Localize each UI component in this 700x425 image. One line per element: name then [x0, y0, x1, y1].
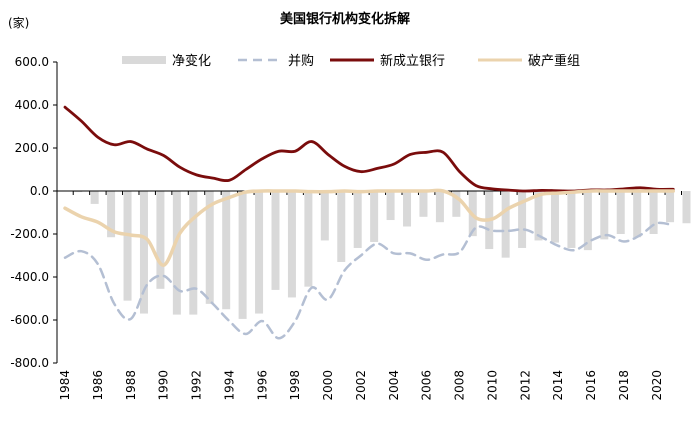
x-tick-label: 2018: [617, 370, 631, 401]
x-tick-label: 1990: [157, 370, 171, 401]
bar-net-change: [534, 191, 543, 241]
legend: 净变化 并购 新成立银行 破产重组: [122, 53, 580, 69]
bar-net-change: [633, 191, 642, 238]
y-axis-unit: (家): [8, 15, 29, 30]
bar-net-change: [403, 191, 412, 227]
y-tick-label: 0.0: [30, 184, 49, 198]
series-line-1: [63, 221, 675, 340]
bar-net-change: [90, 191, 99, 204]
x-tick-label: 1988: [124, 370, 138, 401]
x-tick-label: 1992: [190, 370, 204, 401]
x-tick-label: 2010: [485, 370, 499, 401]
x-tick-label: 1996: [255, 370, 269, 401]
bar-net-change: [386, 191, 395, 221]
bar-net-change: [583, 191, 592, 251]
bar-net-change: [567, 191, 576, 248]
legend-label: 并购: [288, 53, 314, 69]
bar-net-change: [518, 191, 527, 248]
x-tick-label: 2004: [387, 370, 401, 401]
bar-net-change: [320, 191, 329, 241]
bar-net-change: [123, 191, 132, 301]
y-tick-label: 400.0: [15, 98, 49, 112]
x-tick-label: 1998: [288, 370, 302, 401]
series-line-2: [63, 105, 675, 193]
x-tick-label: 2002: [354, 370, 368, 401]
bar-net-change: [271, 191, 280, 290]
x-tick-label: 2008: [453, 370, 467, 401]
y-tick-label: 600.0: [15, 55, 49, 69]
bar-net-change: [156, 191, 165, 289]
bar-net-change: [550, 191, 559, 243]
bar-net-change: [222, 191, 231, 310]
x-tick-label: 2000: [321, 370, 335, 401]
x-tick-label: 2020: [650, 370, 664, 401]
bar-net-change: [682, 191, 691, 224]
x-tick-label: 1994: [222, 370, 236, 401]
y-tick-label: -200.0: [10, 227, 49, 241]
bar-net-change: [205, 191, 214, 304]
bar-net-change: [501, 191, 510, 258]
x-tick-label: 2014: [551, 370, 565, 401]
bar-net-change: [139, 191, 148, 314]
bar-net-change: [616, 191, 625, 234]
legend-item: 新成立银行: [330, 53, 445, 69]
bar-net-change: [419, 191, 428, 217]
series-line-3: [63, 188, 676, 267]
bar-net-change: [238, 191, 247, 319]
legend-item: 并购: [238, 53, 314, 69]
bar-net-change: [370, 191, 379, 242]
y-tick-label: -600.0: [10, 313, 49, 327]
x-tick-label: 2016: [584, 370, 598, 401]
bar-net-change: [649, 191, 658, 234]
legend-label: 净变化: [172, 53, 211, 69]
legend-label: 新成立银行: [380, 53, 445, 69]
legend-label: 破产重组: [528, 53, 580, 69]
bar-net-change: [74, 191, 83, 193]
bar-net-change: [353, 191, 362, 248]
legend-item: 破产重组: [478, 53, 580, 69]
x-tick-label: 2006: [420, 370, 434, 401]
y-tick-label: 200.0: [15, 141, 49, 155]
bar-net-change: [600, 191, 609, 240]
lines: [63, 105, 676, 340]
chart-title: 美国银行机构变化拆解: [280, 11, 410, 27]
y-tick-label: -800.0: [10, 356, 49, 370]
bar-net-change: [172, 191, 181, 315]
bar-net-change: [255, 191, 264, 314]
y-tick-label: -400.0: [10, 270, 49, 284]
bars: [74, 191, 691, 319]
x-tick-label: 1984: [58, 370, 72, 401]
bar-net-change: [287, 191, 296, 298]
bar-net-change: [107, 191, 116, 238]
legend-item: 净变化: [122, 53, 211, 69]
bar-net-change: [337, 191, 346, 262]
x-tick-label: 1986: [91, 370, 105, 401]
bar-net-change: [435, 191, 444, 223]
x-tick-label: 2012: [518, 370, 532, 401]
legend-swatch: [122, 56, 166, 64]
bar-net-change: [304, 191, 313, 287]
bar-net-change: [666, 191, 675, 223]
bar-net-change: [189, 191, 198, 315]
bar-net-change: [452, 191, 461, 217]
